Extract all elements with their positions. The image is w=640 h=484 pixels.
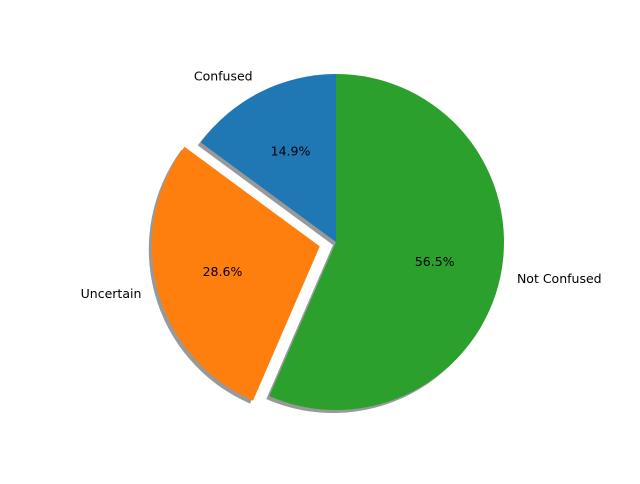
pie-label-uncertain: Uncertain	[81, 286, 142, 301]
pie-label-not-confused: Not Confused	[517, 271, 602, 286]
pie-slice-uncertain	[151, 146, 320, 401]
label-layer: Confused 14.9% Uncertain 28.6% Not Confused 5…	[81, 69, 602, 302]
pie-percent-confused: 14.9%	[271, 144, 311, 159]
pie-slice-confused	[200, 74, 336, 242]
pie-percent-uncertain: 28.6%	[203, 264, 243, 279]
pie-percent-not-confused: 56.5%	[415, 254, 455, 269]
slice-layer	[151, 74, 504, 410]
pie-slice-not-confused	[269, 74, 504, 410]
pie-label-confused: Confused	[194, 69, 253, 84]
